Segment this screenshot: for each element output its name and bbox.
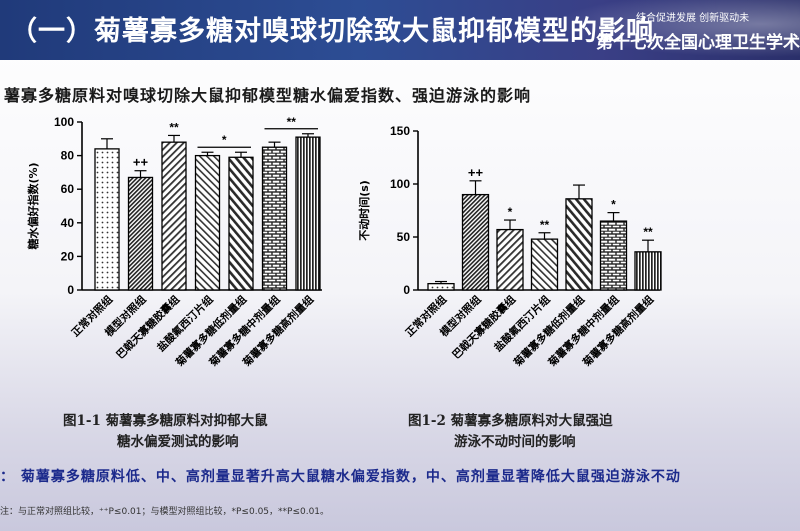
bar: [530, 238, 559, 291]
significance-mark: **: [540, 218, 550, 232]
significance-mark: **: [287, 115, 297, 129]
bar: [295, 136, 321, 291]
significance-mark: *: [611, 198, 616, 212]
conference-name: 第十七次全国心理卫生学术: [596, 33, 800, 53]
bar: [228, 156, 254, 291]
x-tick-label: 巴戟天寡糖胶囊组: [114, 293, 183, 362]
y-tick-label: 60: [61, 182, 75, 196]
y-tick-label: 20: [61, 249, 75, 263]
y-axis-label: 糖水偏好指数(%): [26, 162, 40, 249]
x-tick-label: 巴戟天寡糖胶囊组: [450, 293, 519, 362]
x-tick-label: 盐酸氟西汀片组: [154, 293, 216, 355]
bar: [427, 282, 455, 291]
section-heading: 薯寡多糖原料对嗅球切除大鼠抑郁模型糖水偏爱指数、强迫游泳的影响: [4, 86, 532, 105]
y-tick-label: 100: [54, 115, 74, 129]
figure-caption-1: 图1-1 菊薯寡多糖原料对抑郁大鼠 糖水偏爱测试的影响: [63, 411, 268, 453]
bar: [161, 141, 187, 291]
y-tick-label: 100: [390, 177, 410, 191]
bar: [194, 154, 221, 291]
significance-footnote: 注：与正常对照组比较，⁺⁺P≤0.01；与模型对照组比较，*P≤0.05，**P…: [0, 507, 330, 517]
header-banner: （一）菊薯寡多糖对嗅球切除致大鼠抑郁模型的影响 结合促进发展 创新驱动未 第十七…: [0, 0, 800, 60]
significance-mark: **: [643, 225, 653, 239]
figure-caption-2-line2: 游泳不动时间的影响: [454, 434, 576, 450]
bar: [565, 198, 593, 291]
y-tick-label: 50: [397, 230, 411, 244]
bar: [261, 146, 288, 291]
conclusion-text: ： 菊薯寡多糖原料低、中、高剂量显著升高大鼠糖水偏爱指数，中、高剂量显著降低大鼠…: [0, 469, 681, 485]
figure-caption-2: 图1-2 菊薯寡多糖原料对大鼠强迫 游泳不动时间的影响: [408, 411, 613, 453]
y-tick-label: 150: [390, 124, 410, 138]
significance-mark: ++: [133, 155, 149, 170]
y-tick-label: 80: [61, 149, 75, 163]
bar: [599, 220, 628, 291]
y-tick-label: 40: [61, 216, 75, 230]
bar: [461, 193, 490, 291]
y-axis-label: 不动时间(s): [357, 180, 371, 241]
immobility-time-chart: 050100150不动时间(s)++******正常对照组模型对照组巴戟天寡糖胶…: [357, 124, 662, 370]
significance-mark: **: [169, 120, 179, 134]
figure-caption-1-line1: 图1-1 菊薯寡多糖原料对抑郁大鼠: [63, 413, 268, 429]
significance-mark: *: [508, 205, 513, 219]
figure-caption-1-line2: 糖水偏爱测试的影响: [117, 434, 239, 450]
bar: [496, 228, 524, 291]
bar: [94, 148, 120, 291]
sucrose-preference-chart: 020406080100糖水偏好指数(%)++*****正常对照组模型对照组巴戟…: [26, 115, 322, 370]
conference-slogan: 结合促进发展 创新驱动未: [636, 13, 750, 24]
y-tick-label: 0: [67, 283, 74, 297]
figure-caption-2-line1: 图1-2 菊薯寡多糖原料对大鼠强迫: [408, 413, 613, 429]
significance-mark: ++: [468, 165, 484, 180]
bar: [634, 251, 662, 291]
bar: [127, 176, 154, 291]
significance-mark: *: [222, 133, 227, 147]
y-tick-label: 0: [403, 283, 410, 297]
